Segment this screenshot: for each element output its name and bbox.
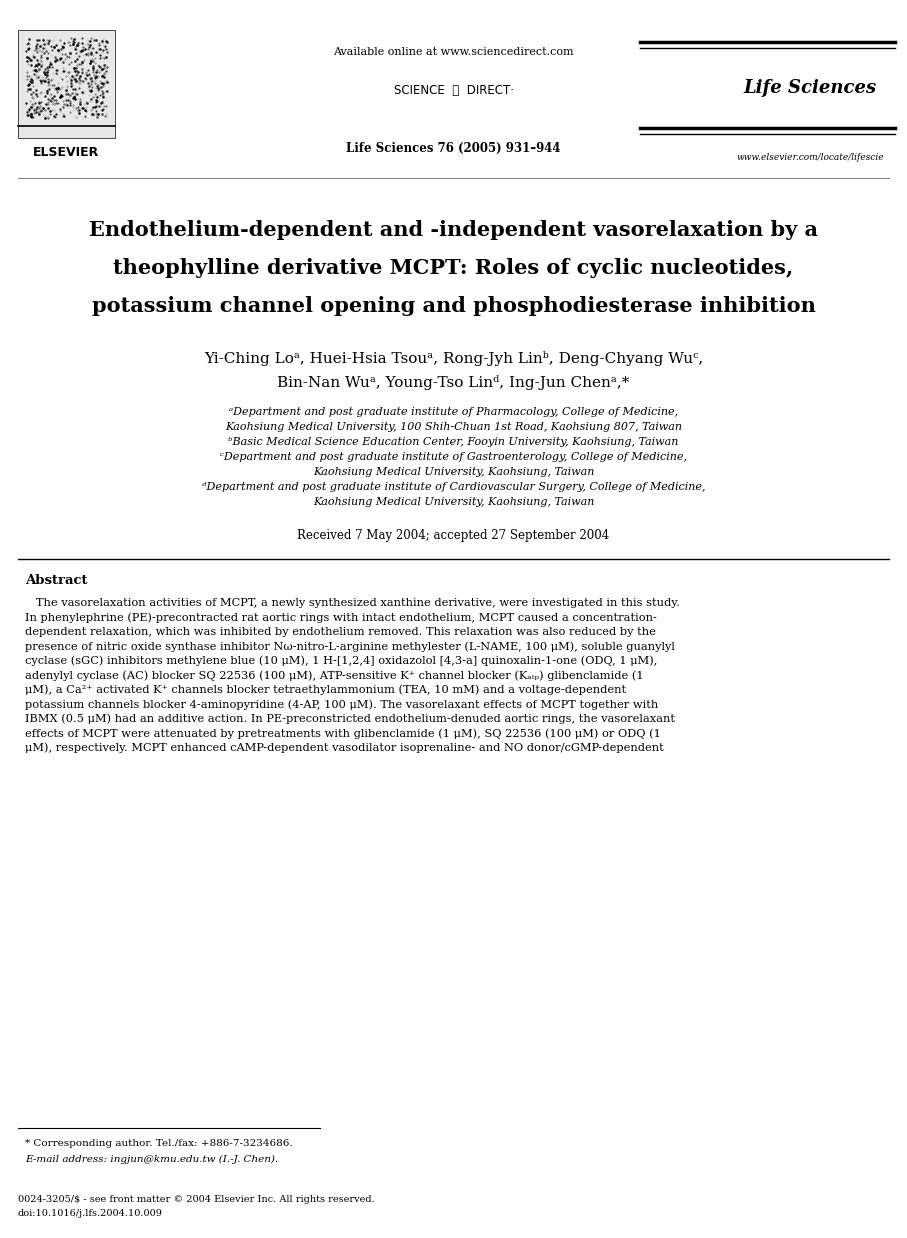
- FancyBboxPatch shape: [18, 30, 115, 137]
- Text: ᵈDepartment and post graduate institute of Cardiovascular Surgery, College of Me: ᵈDepartment and post graduate institute …: [201, 482, 706, 491]
- Text: Endothelium-dependent and -independent vasorelaxation by a: Endothelium-dependent and -independent v…: [89, 220, 818, 240]
- Text: presence of nitric oxide synthase inhibitor Nω-nitro-L-arginine methylester (L-N: presence of nitric oxide synthase inhibi…: [25, 641, 675, 651]
- Text: Received 7 May 2004; accepted 27 September 2004: Received 7 May 2004; accepted 27 Septemb…: [297, 529, 610, 541]
- Text: * Corresponding author. Tel./fax: +886-7-3234686.: * Corresponding author. Tel./fax: +886-7…: [25, 1139, 293, 1149]
- Text: Kaohsiung Medical University, Kaohsiung, Taiwan: Kaohsiung Medical University, Kaohsiung,…: [313, 496, 594, 508]
- Text: ᵃDepartment and post graduate institute of Pharmacology, College of Medicine,: ᵃDepartment and post graduate institute …: [229, 407, 678, 417]
- Text: IBMX (0.5 μM) had an additive action. In PE-preconstricted endothelium-denuded a: IBMX (0.5 μM) had an additive action. In…: [25, 714, 675, 724]
- Text: ELSEVIER: ELSEVIER: [34, 146, 100, 158]
- Text: Kaohsiung Medical University, 100 Shih-Chuan 1st Road, Kaohsiung 807, Taiwan: Kaohsiung Medical University, 100 Shih-C…: [225, 422, 682, 432]
- Text: potassium channels blocker 4-aminopyridine (4-AP, 100 μM). The vasorelaxant effe: potassium channels blocker 4-aminopyridi…: [25, 699, 658, 709]
- Text: Available online at www.sciencedirect.com: Available online at www.sciencedirect.co…: [333, 47, 574, 57]
- Text: μM), respectively. MCPT enhanced cAMP-dependent vasodilator isoprenaline- and NO: μM), respectively. MCPT enhanced cAMP-de…: [25, 743, 664, 753]
- Text: Bin-Nan Wuᵃ, Young-Tso Linᵈ, Ing-Jun Chenᵃ,*: Bin-Nan Wuᵃ, Young-Tso Linᵈ, Ing-Jun Che…: [278, 375, 629, 390]
- Text: μM), a Ca²⁺ activated K⁺ channels blocker tetraethylammonium (TEA, 10 mM) and a : μM), a Ca²⁺ activated K⁺ channels blocke…: [25, 685, 626, 696]
- Text: Yi-Ching Loᵃ, Huei-Hsia Tsouᵃ, Rong-Jyh Linᵇ, Deng-Chyang Wuᶜ,: Yi-Ching Loᵃ, Huei-Hsia Tsouᵃ, Rong-Jyh …: [204, 350, 703, 365]
- Text: cyclase (sGC) inhibitors methylene blue (10 μM), 1 H-[1,2,4] oxidazolol [4,3-a] : cyclase (sGC) inhibitors methylene blue …: [25, 656, 658, 666]
- Text: Life Sciences 76 (2005) 931–944: Life Sciences 76 (2005) 931–944: [346, 141, 561, 155]
- Text: theophylline derivative MCPT: Roles of cyclic nucleotides,: theophylline derivative MCPT: Roles of c…: [113, 258, 794, 279]
- Text: effects of MCPT were attenuated by pretreatments with glibenclamide (1 μM), SQ 2: effects of MCPT were attenuated by pretr…: [25, 728, 661, 739]
- Text: SCIENCE  ⓐ  DIRECT·: SCIENCE ⓐ DIRECT·: [394, 83, 513, 97]
- Text: 0024-3205/$ - see front matter © 2004 Elsevier Inc. All rights reserved.: 0024-3205/$ - see front matter © 2004 El…: [18, 1196, 375, 1205]
- Text: Abstract: Abstract: [25, 574, 87, 588]
- Text: Kaohsiung Medical University, Kaohsiung, Taiwan: Kaohsiung Medical University, Kaohsiung,…: [313, 467, 594, 477]
- Text: www.elsevier.com/locate/lifescie: www.elsevier.com/locate/lifescie: [736, 154, 883, 162]
- Text: potassium channel opening and phosphodiesterase inhibition: potassium channel opening and phosphodie…: [92, 296, 815, 316]
- Text: adenylyl cyclase (AC) blocker SQ 22536 (100 μM), ATP-sensitive K⁺ channel blocke: adenylyl cyclase (AC) blocker SQ 22536 (…: [25, 670, 644, 681]
- Text: ᶜDepartment and post graduate institute of Gastroenterology, College of Medicine: ᶜDepartment and post graduate institute …: [220, 452, 687, 462]
- Text: Life Sciences: Life Sciences: [744, 79, 876, 97]
- Text: The vasorelaxation activities of MCPT, a newly synthesized xanthine derivative, : The vasorelaxation activities of MCPT, a…: [25, 598, 680, 608]
- Text: dependent relaxation, which was inhibited by endothelium removed. This relaxatio: dependent relaxation, which was inhibite…: [25, 626, 656, 638]
- Text: E-mail address: ingjun@kmu.edu.tw (I.-J. Chen).: E-mail address: ingjun@kmu.edu.tw (I.-J.…: [25, 1155, 278, 1164]
- Text: ᵇBasic Medical Science Education Center, Fooyin University, Kaohsiung, Taiwan: ᵇBasic Medical Science Education Center,…: [229, 437, 678, 447]
- Text: In phenylephrine (PE)-precontracted rat aortic rings with intact endothelium, MC: In phenylephrine (PE)-precontracted rat …: [25, 613, 657, 623]
- Text: doi:10.1016/j.lfs.2004.10.009: doi:10.1016/j.lfs.2004.10.009: [18, 1210, 163, 1218]
